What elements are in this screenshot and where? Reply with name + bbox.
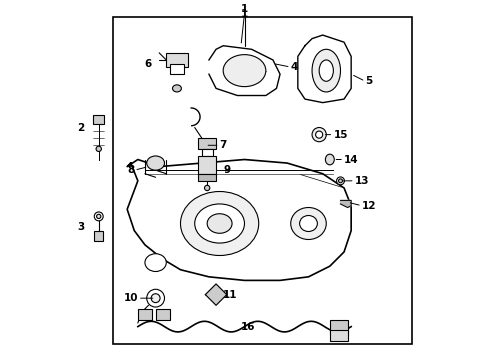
Ellipse shape (146, 156, 164, 170)
Bar (166, 53, 187, 67)
Ellipse shape (180, 192, 258, 256)
Ellipse shape (325, 154, 334, 165)
Text: 8: 8 (127, 165, 134, 175)
Bar (93, 115, 104, 124)
Text: 7: 7 (219, 140, 226, 150)
Text: 3: 3 (77, 222, 84, 232)
Ellipse shape (204, 185, 209, 190)
Ellipse shape (319, 60, 333, 81)
Text: 11: 11 (223, 289, 237, 300)
Ellipse shape (194, 204, 244, 243)
Ellipse shape (223, 55, 265, 87)
FancyArrowPatch shape (300, 175, 341, 187)
Bar (202, 149, 212, 156)
Ellipse shape (290, 207, 325, 239)
Ellipse shape (96, 146, 101, 152)
Bar (155, 309, 169, 320)
Text: 15: 15 (333, 130, 347, 140)
Bar (94, 231, 103, 241)
Polygon shape (340, 201, 350, 207)
Text: 13: 13 (354, 176, 368, 186)
Text: 5: 5 (365, 76, 372, 86)
Ellipse shape (151, 294, 160, 303)
Text: 4: 4 (290, 62, 298, 72)
Ellipse shape (311, 127, 325, 142)
Ellipse shape (94, 212, 103, 221)
Text: 2: 2 (77, 122, 84, 132)
Bar (113, 17, 411, 345)
Ellipse shape (299, 216, 317, 231)
Text: 9: 9 (223, 165, 230, 175)
Ellipse shape (172, 85, 181, 92)
Bar (138, 309, 152, 320)
Text: 1: 1 (241, 4, 247, 14)
Ellipse shape (97, 214, 101, 219)
Ellipse shape (207, 214, 232, 233)
Text: 6: 6 (144, 59, 152, 68)
Bar (198, 138, 216, 149)
Bar (198, 156, 216, 174)
Ellipse shape (146, 289, 164, 307)
Bar (329, 320, 347, 334)
Ellipse shape (311, 49, 340, 92)
Bar (169, 63, 183, 74)
Polygon shape (205, 284, 226, 305)
Text: 10: 10 (123, 293, 138, 303)
Text: 14: 14 (344, 154, 358, 165)
Ellipse shape (144, 254, 166, 271)
Text: 12: 12 (361, 201, 376, 211)
Ellipse shape (315, 131, 322, 138)
Text: 1: 1 (241, 9, 247, 19)
Bar (329, 330, 347, 341)
Text: 16: 16 (241, 321, 255, 332)
Ellipse shape (338, 179, 342, 183)
Bar (198, 174, 216, 181)
Ellipse shape (336, 177, 344, 185)
